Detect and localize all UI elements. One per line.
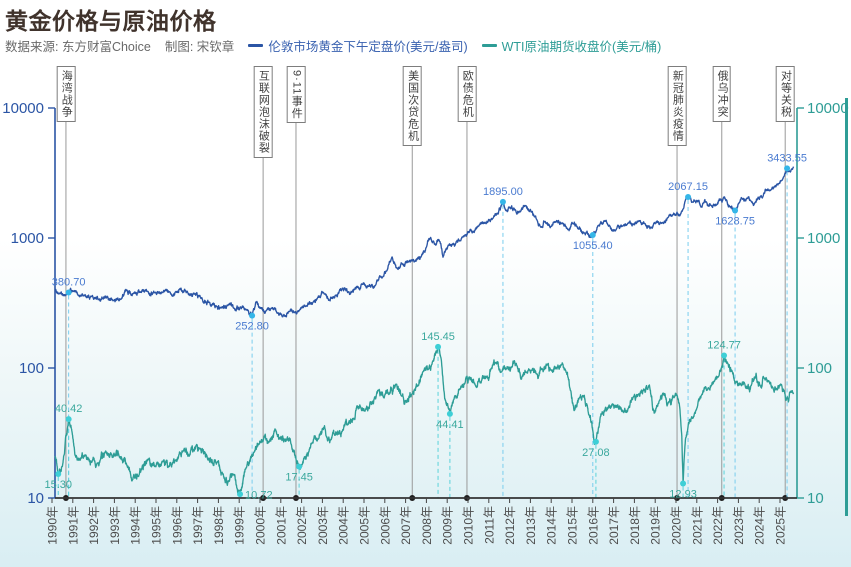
- legend-item-gold[interactable]: 伦敦市场黄金下午定盘价(美元/盎司): [248, 36, 468, 55]
- data-point-marker: [446, 410, 453, 417]
- callout-dashes-group: [57, 171, 788, 498]
- x-axis-tick-label: 1994年: [129, 506, 143, 545]
- x-axis-tick-label: 2024年: [753, 506, 767, 545]
- x-axis-tick-label: 1996年: [170, 506, 184, 545]
- data-point-marker: [65, 289, 72, 296]
- x-axis-tick-label: 1990年: [46, 506, 60, 545]
- x-axis-tick-label: 1992年: [87, 506, 101, 545]
- oil-line-swatch-icon: [481, 44, 497, 47]
- gold-price-line: [54, 166, 795, 318]
- data-point-label: 1055.40: [573, 240, 613, 252]
- right-axis-tick-label: 10: [807, 490, 824, 507]
- x-axis-tick-label: 2019年: [649, 506, 663, 545]
- left-axis-tick-label: 10000: [2, 100, 44, 117]
- right-axis-tick-label: 1000: [807, 230, 840, 247]
- left-axis-tick-label: 1000: [11, 230, 44, 247]
- chart-credit-label: 制图: 宋钦章: [164, 40, 235, 54]
- x-axis-tick-label: 2025年: [774, 506, 788, 545]
- data-point-label: 10.72: [245, 490, 273, 502]
- x-axis-tick-label: 2012年: [503, 506, 517, 545]
- x-axis-tick-label: 2014年: [545, 506, 559, 545]
- x-axis-tick-label: 2023年: [732, 506, 746, 545]
- x-axis-tick-label: 1993年: [108, 506, 122, 545]
- x-axis-tick-label: 1991年: [66, 506, 80, 545]
- data-point-label: 1628.75: [715, 215, 755, 227]
- x-axis-tick-label: 2007年: [399, 506, 413, 545]
- x-axis-tick-label: 2015年: [566, 506, 580, 545]
- data-point-label: 380.70: [52, 277, 86, 289]
- axes-group: 10 10 100 100 1000 1000 10000 10000 1990年 1991年 19…: [2, 100, 848, 545]
- data-point-marker: [680, 480, 687, 487]
- data-point-label: 124.77: [707, 340, 741, 352]
- annotations-group: 380.70 252.80 1895.00 1055.40 2067.15 1628.75…: [44, 152, 806, 501]
- data-point-label: 3433.55: [767, 152, 807, 164]
- x-axis-tick-label: 2017年: [607, 506, 621, 545]
- gold-line-swatch-icon: [248, 44, 264, 47]
- legend-label-gold: 伦敦市场黄金下午定盘价(美元/盎司): [268, 40, 468, 54]
- x-axis-tick-label: 1999年: [233, 506, 247, 545]
- x-axis-tick-label: 1995年: [150, 506, 164, 545]
- x-axis-tick-label: 2011年: [482, 506, 496, 544]
- data-point-marker: [499, 198, 506, 205]
- x-axis-tick-label: 2006年: [378, 506, 392, 545]
- data-point-label: 145.45: [421, 331, 455, 343]
- data-point-marker: [237, 491, 244, 498]
- x-axis-tick-label: 2016年: [586, 506, 600, 545]
- x-axis-tick-label: 2000年: [254, 506, 268, 545]
- x-axis-tick-label: 2003年: [316, 506, 330, 545]
- series-group: [54, 166, 795, 495]
- left-axis-tick-label: 10: [27, 490, 44, 507]
- data-point-marker: [435, 343, 442, 350]
- data-point-label: 27.08: [582, 447, 610, 459]
- legend-label-oil: WTI原油期货收盘价(美元/桶): [501, 40, 662, 54]
- data-point-label: 40.42: [55, 403, 83, 415]
- x-axis-tick-label: 1997年: [191, 506, 205, 545]
- data-point-marker: [784, 165, 791, 172]
- data-point-marker: [249, 312, 256, 319]
- data-point-marker: [55, 470, 62, 477]
- data-point-label: 12.93: [669, 488, 697, 500]
- right-edge-border: [845, 98, 848, 516]
- x-axis-tick-label: 2005年: [358, 506, 372, 545]
- data-point-marker: [732, 207, 739, 214]
- x-axis-tick-label: 2020年: [670, 506, 684, 545]
- right-axis-tick-label: 10000: [807, 100, 849, 117]
- data-point-marker: [592, 438, 599, 445]
- data-point-label: 15.30: [44, 479, 72, 491]
- data-point-marker: [721, 352, 728, 359]
- data-point-label: 17.45: [285, 472, 313, 484]
- oil-price-line: [54, 346, 795, 495]
- data-point-marker: [65, 416, 72, 423]
- event-lines-group: [62, 66, 789, 501]
- x-axis-tick-label: 2002年: [295, 506, 309, 545]
- x-axis-tick-label: 2004年: [337, 506, 351, 545]
- x-axis-tick-label: 2018年: [628, 506, 642, 545]
- x-axis-tick-label: 2022年: [711, 506, 725, 545]
- x-axis-tick-label: 2008年: [420, 506, 434, 545]
- data-point-marker: [685, 194, 692, 201]
- x-axis-tick-label: 1998年: [212, 506, 226, 545]
- x-axis-tick-label: 2001年: [274, 506, 288, 545]
- x-axis-tick-label: 2013年: [524, 506, 538, 545]
- data-point-marker: [589, 231, 596, 238]
- legend-item-oil[interactable]: WTI原油期货收盘价(美元/桶): [481, 36, 662, 55]
- data-point-label: 252.80: [235, 321, 269, 333]
- x-axis-tick-label: 2010年: [462, 506, 476, 545]
- data-point-label: 1895.00: [483, 186, 523, 198]
- chart-subheader: 数据来源: 东方财富Choice 制图: 宋钦章 伦敦市场黄金下午定盘价(美元/…: [5, 36, 661, 55]
- data-point-label: 2067.15: [668, 181, 708, 193]
- data-point-label: 44.41: [436, 419, 464, 431]
- data-point-marker: [296, 463, 303, 470]
- x-axis-tick-label: 2021年: [690, 506, 704, 545]
- left-axis-tick-label: 100: [19, 360, 44, 377]
- right-axis-tick-label: 100: [807, 360, 832, 377]
- page-title: 黄金价格与原油价格: [5, 8, 217, 34]
- data-source-label: 数据来源: 东方财富Choice: [5, 40, 151, 54]
- x-axis-tick-label: 2009年: [441, 506, 455, 545]
